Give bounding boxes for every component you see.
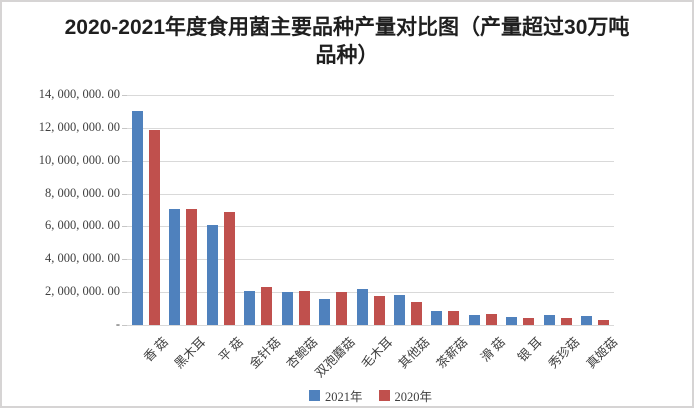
y-axis-label: 12, 000, 000. 00 (38, 119, 120, 134)
y-axis-tick (122, 226, 127, 228)
bar-2021年-毛木耳[interactable] (356, 289, 368, 325)
bar-2020年-杏鲍菇[interactable] (298, 290, 310, 325)
x-axis-label-其他菇: 其他菇 (396, 334, 433, 372)
bar-2021年-金针菇[interactable] (244, 290, 256, 325)
y-axis-label: 4, 000, 000. 00 (45, 251, 120, 266)
bar-2021年-真姬菇[interactable] (581, 316, 593, 325)
y-axis-label: 10, 000, 000. 00 (38, 152, 120, 167)
gridline (127, 292, 614, 294)
gridline (127, 95, 614, 96)
y-axis-tick (122, 259, 127, 261)
gridline (127, 325, 614, 326)
bar-2020年-双孢蘑菇[interactable] (336, 292, 348, 325)
y-axis-tick (122, 325, 127, 326)
x-axis-label-真姬菇: 真姬菇 (583, 334, 621, 372)
bar-2020年-香菇[interactable] (148, 129, 160, 325)
bar-2021年-银耳[interactable] (506, 316, 518, 325)
bar-2020年-毛木耳[interactable] (373, 295, 385, 325)
bar-2020年-滑菇[interactable] (485, 314, 497, 325)
x-axis-label-黑木耳: 黑木耳 (171, 334, 208, 372)
bar-2021年-滑菇[interactable] (468, 315, 480, 325)
bar-2020年-茶薪菇[interactable] (448, 310, 460, 325)
bar-2021年-香菇[interactable] (131, 111, 143, 325)
gridline (127, 259, 614, 261)
legend-item-2020[interactable]: 2020年 (378, 386, 433, 405)
x-axis-label-香菇: 香 菇 (140, 334, 171, 365)
x-axis-label-秀珍菇: 秀珍菇 (546, 334, 583, 372)
legend-item-2021[interactable]: 2021年 (308, 386, 363, 405)
bar-2021年-杏鲍菇[interactable] (281, 292, 293, 325)
y-axis-label: 6, 000, 000. 00 (45, 218, 120, 233)
legend-swatch-2021 (308, 390, 320, 401)
y-axis-tick (122, 160, 127, 162)
x-axis-label-茶薪菇: 茶薪菇 (433, 334, 471, 372)
x-axis-label-银耳: 银 耳 (515, 334, 546, 365)
bar-2021年-秀珍菇[interactable] (543, 314, 555, 325)
x-axis-label-双孢蘑菇: 双孢蘑菇 (312, 334, 358, 381)
gridline (127, 127, 614, 129)
y-axis-tick (122, 292, 127, 294)
legend-label-2020: 2020年 (394, 390, 433, 404)
y-axis-label: 2, 000, 000. 00 (45, 284, 120, 299)
x-axis-label-平菇: 平 菇 (215, 334, 246, 365)
x-axis-label-毛木耳: 毛木耳 (358, 334, 396, 372)
legend-label-2021: 2021年 (324, 390, 363, 404)
bar-2021年-双孢蘑菇[interactable] (319, 299, 331, 325)
y-axis-label: - (115, 317, 120, 331)
bar-2020年-黑木耳[interactable] (186, 209, 198, 325)
legend-swatch-2020 (378, 390, 390, 401)
bar-2020年-平菇[interactable] (223, 212, 235, 325)
bar-2021年-其他菇[interactable] (393, 295, 405, 325)
bar-2020年-银耳[interactable] (523, 317, 535, 325)
bar-2020年-金针菇[interactable] (261, 287, 273, 325)
legend: 2021年 2020年 (127, 386, 614, 405)
bar-2021年-茶薪菇[interactable] (431, 311, 443, 325)
y-axis-label: 14, 000, 000. 00 (38, 87, 120, 101)
gridline (127, 160, 614, 162)
y-axis-tick (122, 127, 127, 129)
gridline (127, 226, 614, 228)
bar-2021年-平菇[interactable] (206, 225, 218, 325)
bar-2020年-秀珍菇[interactable] (560, 318, 572, 325)
y-axis-tick (122, 95, 127, 96)
bar-2020年-其他菇[interactable] (410, 302, 422, 325)
bar-2021年-黑木耳[interactable] (169, 209, 181, 325)
y-axis-tick (122, 193, 127, 195)
x-axis-label-金针菇: 金针菇 (246, 334, 283, 372)
x-axis-label-滑菇: 滑 菇 (477, 334, 508, 365)
chart-title: 2020-2021年度食用菌主要品种产量对比图（产量超过30万吨品种） (64, 16, 630, 67)
bar-2020年-真姬菇[interactable] (598, 319, 610, 325)
gridline (127, 193, 614, 195)
y-axis-label: 8, 000, 000. 00 (45, 185, 120, 200)
